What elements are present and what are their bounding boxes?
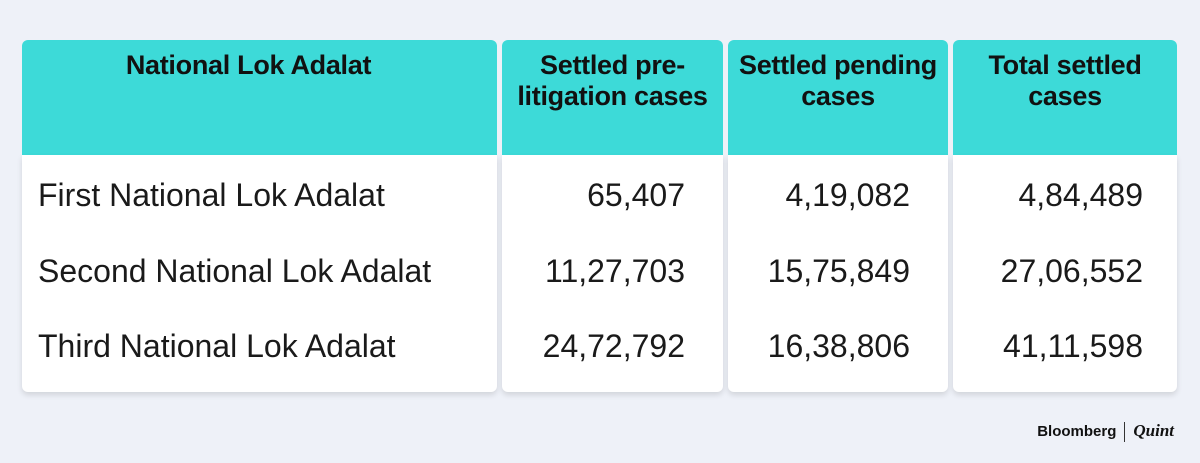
cell-value: 27,06,552 [1000,253,1143,289]
publisher: Quint [1133,421,1174,440]
cell-value: 4,84,489 [1018,177,1143,213]
column-body: 65,407 11,27,703 24,72,792 [502,155,723,392]
header-cell: Total settled cases [953,40,1177,155]
cell-value: 11,27,703 [545,253,685,289]
column-body: 4,19,082 15,75,849 16,38,806 [728,155,948,392]
column: Settled pre-litigation cases 65,407 11,27,… [502,40,723,392]
column: Total settled cases 4,84,489 27,06,552 41,1… [953,40,1177,392]
row-label: Third National Lok Adalat [38,328,396,364]
header-cell: Settled pending cases [728,40,948,155]
footer: Bloomberg Quint [1037,421,1174,443]
cell-value: 16,38,806 [767,328,910,364]
header-cell: National Lok Adalat [22,40,497,155]
column-body: 4,84,489 27,06,552 41,11,598 [953,155,1177,392]
column: National Lok Adalat First National Lok Ad… [22,40,497,392]
cell-value: 41,11,598 [1003,328,1143,364]
cell-value: 15,75,849 [767,253,910,289]
row-label: First National Lok Adalat [38,177,385,213]
header-cell: Settled pre-litigation cases [502,40,723,155]
column-body: First National Lok Adalat Second National… [22,155,497,392]
cell-value: 4,19,082 [785,177,910,213]
cell-value: 65,407 [587,177,685,213]
column: Settled pending cases 4,19,082 15,75,849 16… [728,40,948,392]
row-label: Second National Lok Adalat [38,253,432,289]
separator [1124,422,1126,443]
brand: Bloomberg [1037,423,1117,440]
cell-value: 24,72,792 [542,328,685,364]
